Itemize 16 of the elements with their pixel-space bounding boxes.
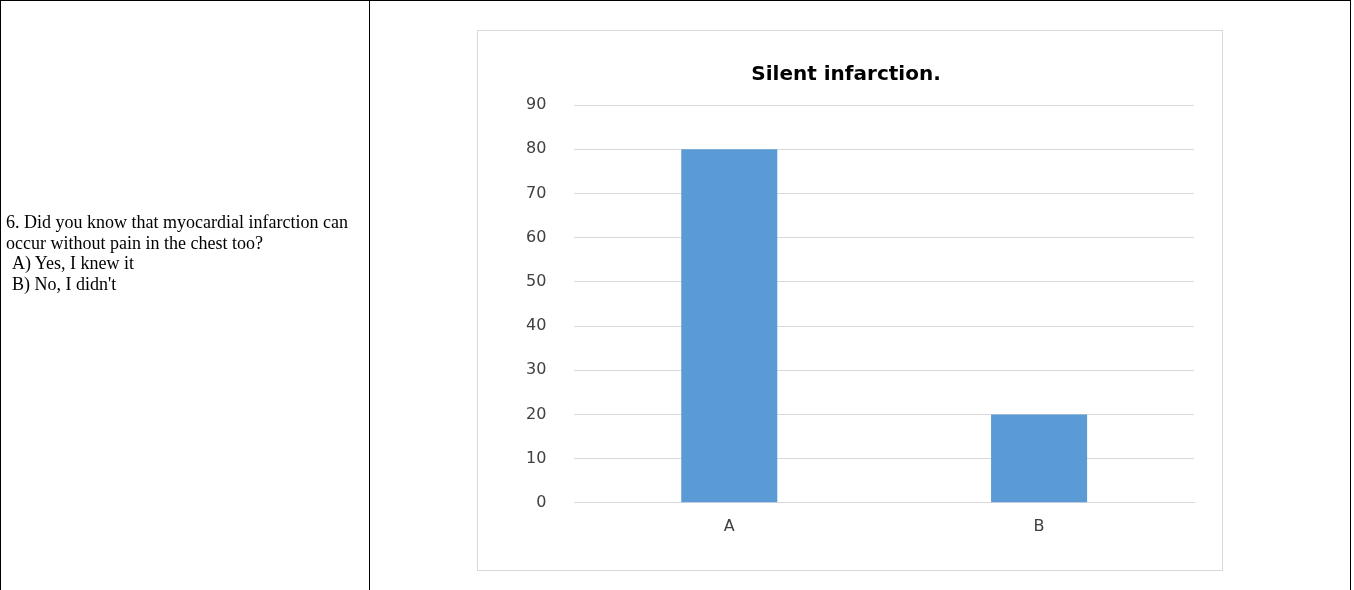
y-tick-label: 0 [536,491,547,511]
y-tick-label: 40 [526,315,547,335]
chart-title: Silent infarction. [751,61,941,86]
x-tick-label: A [723,515,735,535]
y-tick-label: 10 [526,447,547,467]
y-tick-label: 30 [526,359,547,379]
x-tick-label: B [1033,515,1045,535]
y-tick-label: 70 [526,182,547,202]
y-tick-label: 50 [526,270,547,290]
y-tick-label: 80 [526,138,547,158]
text: A) Yes, I knew it [11,253,135,274]
text: 6. Did you know that myocardial infarction can occur without pain in the chest too? [6,212,349,253]
y-tick-label: 60 [526,226,547,246]
text: B) No, I didn't [11,273,118,294]
y-tick-label: 20 [526,403,547,423]
y-tick-label: 90 [526,94,547,114]
